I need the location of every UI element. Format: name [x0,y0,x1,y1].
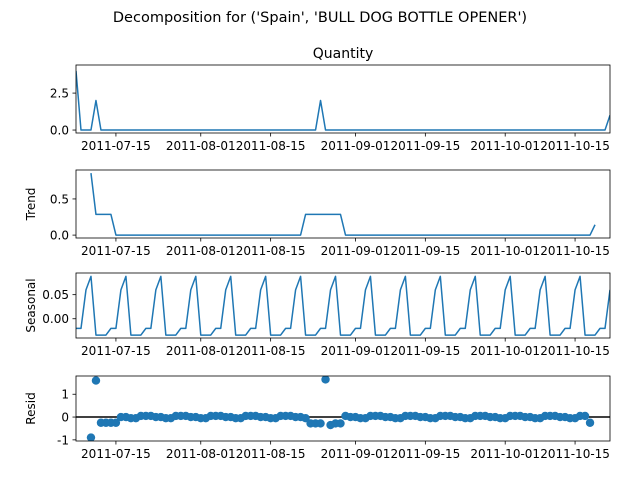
xtick-label: 2011-07-15 [81,244,151,258]
xtick-label: 2011-08-15 [236,139,306,153]
xtick-label: 2011-08-01 [166,139,236,153]
axes-frame [75,272,611,339]
xtick-label: 2011-09-15 [390,344,460,358]
xtick-label: 2011-09-01 [321,244,391,258]
panel-trend: 0.0 0.5 2011-07-15 2011-08-01 2011-08-15 2011… [24,169,611,258]
xtick-label: 2011-08-01 [166,244,236,258]
ytick-label: 0.0 [50,124,69,138]
xtick-label: 2011-10-15 [540,139,610,153]
ytick-label: 1 [61,388,69,402]
plot-area [90,173,596,236]
resid-point [111,418,121,427]
xtick-label: 2011-10-01 [470,447,540,461]
seasonal-series-line [76,275,610,336]
xtick-label: 2011-09-15 [390,244,460,258]
panel-resid: -1 0 1 2011-07-15 2011-08-01 2011-08-15 2011-0… [24,375,611,461]
xtick-label: 2011-10-15 [540,447,610,461]
xtick-label: 2011-08-01 [166,447,236,461]
resid-point [301,413,310,423]
trend-series-line [90,173,596,236]
resid-point [321,376,330,384]
ytick-label: 0.00 [42,312,69,326]
resid-point [316,419,325,428]
ytick-label: 0.05 [42,288,69,302]
plot-area [76,70,610,131]
xtick-label: 2011-09-01 [321,344,391,358]
y-axis-label: Trend [24,188,38,222]
panel-title: Quantity [313,46,374,62]
ytick-label: 0.5 [50,192,69,206]
axes-frame [75,375,611,442]
y-axis-label: Seasonal [24,278,38,332]
xtick-label: 2011-09-15 [390,139,460,153]
xtick-label: 2011-10-01 [470,244,540,258]
xtick-label: 2011-08-15 [236,447,306,461]
observed-series-line [76,70,610,131]
xtick-label: 2011-08-15 [236,344,306,358]
axes-frame [75,169,611,239]
resid-point [585,418,595,427]
ytick-label: -1 [57,433,69,447]
plot-area [76,376,610,441]
panel-seasonal: 0.00 0.05 2011-07-15 2011-08-01 2011-08-15 20… [24,272,611,358]
resid-point [580,411,590,421]
ytick-label: 2.5 [50,87,69,101]
resid-point [336,419,345,428]
xtick-label: 2011-08-01 [166,344,236,358]
y-axis-label: Resid [24,392,38,424]
xtick-label: 2011-08-15 [236,244,306,258]
xtick-label: 2011-07-15 [81,139,151,153]
panel-observed: 0.0 2.5 2011-07-15 2011-08-01 2011-08-15 2011… [50,46,611,153]
xtick-label: 2011-07-15 [81,344,151,358]
resid-point [91,376,101,385]
xtick-label: 2011-09-01 [321,447,391,461]
xtick-label: 2011-10-15 [540,244,610,258]
figure-suptitle: Decomposition for ('Spain', 'BULL DOG BO… [113,10,527,26]
plot-area [76,275,610,336]
ytick-label: 0.0 [50,229,69,243]
xtick-label: 2011-10-01 [470,139,540,153]
ytick-label: 0 [61,411,69,425]
axes-frame [75,64,611,134]
xtick-label: 2011-10-01 [470,344,540,358]
xtick-label: 2011-09-01 [321,139,391,153]
resid-point [86,433,96,441]
xtick-label: 2011-10-15 [540,344,610,358]
xtick-label: 2011-07-15 [81,447,151,461]
xtick-label: 2011-09-15 [390,447,460,461]
